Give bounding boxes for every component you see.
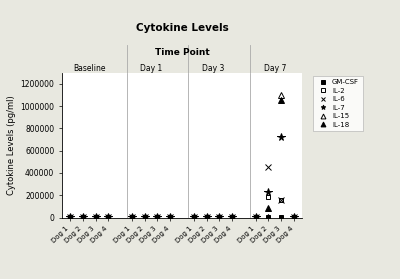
- Text: Baseline: Baseline: [73, 64, 105, 73]
- Text: Day 7: Day 7: [264, 64, 286, 73]
- Text: Time Point: Time Point: [155, 48, 209, 57]
- Text: Day 3: Day 3: [202, 64, 224, 73]
- Legend: GM-CSF, IL-2, IL-6, IL-7, IL-15, IL-18: GM-CSF, IL-2, IL-6, IL-7, IL-15, IL-18: [313, 76, 362, 131]
- Text: Cytokine Levels: Cytokine Levels: [136, 23, 228, 33]
- Y-axis label: Cytokine Levels (pg/ml): Cytokine Levels (pg/ml): [7, 95, 16, 195]
- Text: Day 1: Day 1: [140, 64, 162, 73]
